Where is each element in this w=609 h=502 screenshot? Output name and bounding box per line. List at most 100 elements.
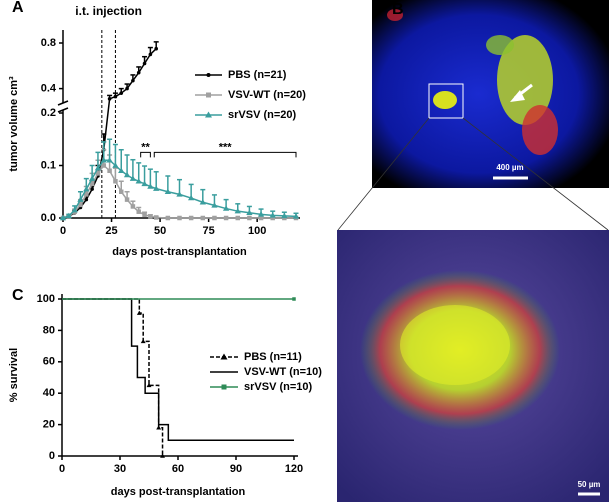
significance-label: ** [141, 141, 150, 153]
x-axis-label: days post-transplantation [112, 246, 247, 258]
marker [107, 97, 112, 101]
marker [90, 187, 94, 191]
legend-label: PBS (n=21) [228, 69, 287, 81]
marker [220, 353, 228, 360]
survival-curve [62, 298, 294, 442]
marker [223, 215, 229, 221]
marker [222, 205, 230, 211]
marker [188, 215, 194, 221]
marker [258, 215, 264, 221]
y-tick-label: 0.1 [41, 159, 56, 171]
marker [131, 78, 135, 83]
marker [148, 52, 153, 57]
marker [156, 425, 162, 430]
marker [84, 197, 89, 202]
y-axis-label: % survival [8, 348, 20, 402]
marker [77, 196, 84, 202]
marker [112, 162, 119, 168]
panel-label: C [12, 287, 24, 304]
marker [142, 61, 147, 66]
marker [153, 185, 160, 191]
marker [119, 91, 124, 95]
x-tick-label: 0 [59, 463, 65, 475]
x-tick-label: 0 [60, 225, 66, 237]
x-tick-label: 75 [203, 225, 215, 237]
marker [160, 453, 165, 458]
marker [113, 94, 118, 99]
marker [136, 209, 141, 214]
marker [247, 215, 252, 221]
survival-curve [62, 298, 164, 456]
legend-label: srVSV (n=20) [228, 109, 297, 121]
marker [123, 171, 131, 178]
zoom-line [337, 117, 430, 231]
marker [269, 212, 276, 218]
marker [78, 202, 83, 208]
marker [221, 384, 227, 390]
marker [136, 70, 141, 75]
micrograph-detail [337, 230, 609, 502]
y-tick-label: 60 [43, 356, 55, 368]
marker [212, 215, 217, 221]
marker [129, 175, 137, 181]
scale-bar-label: 400 µm [496, 163, 523, 172]
marker [257, 211, 265, 217]
marker [199, 199, 206, 205]
marker [211, 202, 218, 208]
x-axis-label: days post-transplantation [111, 486, 246, 498]
marker [154, 46, 158, 51]
series-line [62, 48, 157, 219]
marker [65, 212, 72, 219]
y-tick-label: 80 [43, 324, 55, 336]
marker [142, 212, 147, 218]
marker [95, 171, 101, 176]
marker [176, 191, 183, 197]
marker [147, 183, 154, 189]
y-tick-label: 0.8 [41, 37, 56, 49]
marker [136, 310, 142, 315]
marker [246, 209, 253, 215]
marker [177, 215, 182, 221]
marker [205, 111, 212, 118]
x-tick-label: 60 [172, 463, 184, 475]
panel-label: A [12, 0, 24, 16]
marker [270, 215, 275, 221]
y-tick-label: 0.2 [41, 107, 56, 119]
marker [141, 180, 148, 187]
marker [206, 73, 211, 77]
scale-bar-label: 50 µm [578, 480, 601, 489]
legend-label: VSV-WT (n=20) [228, 89, 306, 101]
marker [135, 178, 142, 184]
axis-break [57, 107, 69, 113]
marker [206, 92, 211, 98]
marker [234, 208, 241, 214]
marker [83, 185, 90, 192]
axis-break [57, 100, 69, 106]
marker [118, 167, 125, 173]
marker [71, 206, 78, 213]
marker [124, 197, 130, 202]
marker [235, 215, 240, 221]
marker [113, 179, 118, 184]
marker [148, 214, 153, 219]
marker [59, 214, 67, 221]
marker [107, 168, 112, 173]
zoom-line [462, 117, 609, 231]
marker [130, 204, 136, 209]
marker [140, 338, 146, 344]
x-tick-label: 50 [154, 225, 166, 237]
legend-label: VSV-WT (n=10) [244, 366, 322, 378]
micrograph-overview [372, 0, 609, 188]
x-tick-label: 100 [248, 225, 266, 237]
marker [106, 157, 113, 163]
significance-label: *** [219, 141, 233, 153]
injection-label: i.t. injection [75, 4, 142, 18]
x-tick-label: 120 [285, 463, 303, 475]
marker [119, 189, 124, 194]
marker [88, 175, 96, 181]
y-axis-label: tumor volume cm³ [8, 76, 20, 172]
significance-bracket [140, 151, 151, 158]
marker [292, 213, 300, 219]
legend-label: srVSV (n=10) [244, 381, 313, 393]
